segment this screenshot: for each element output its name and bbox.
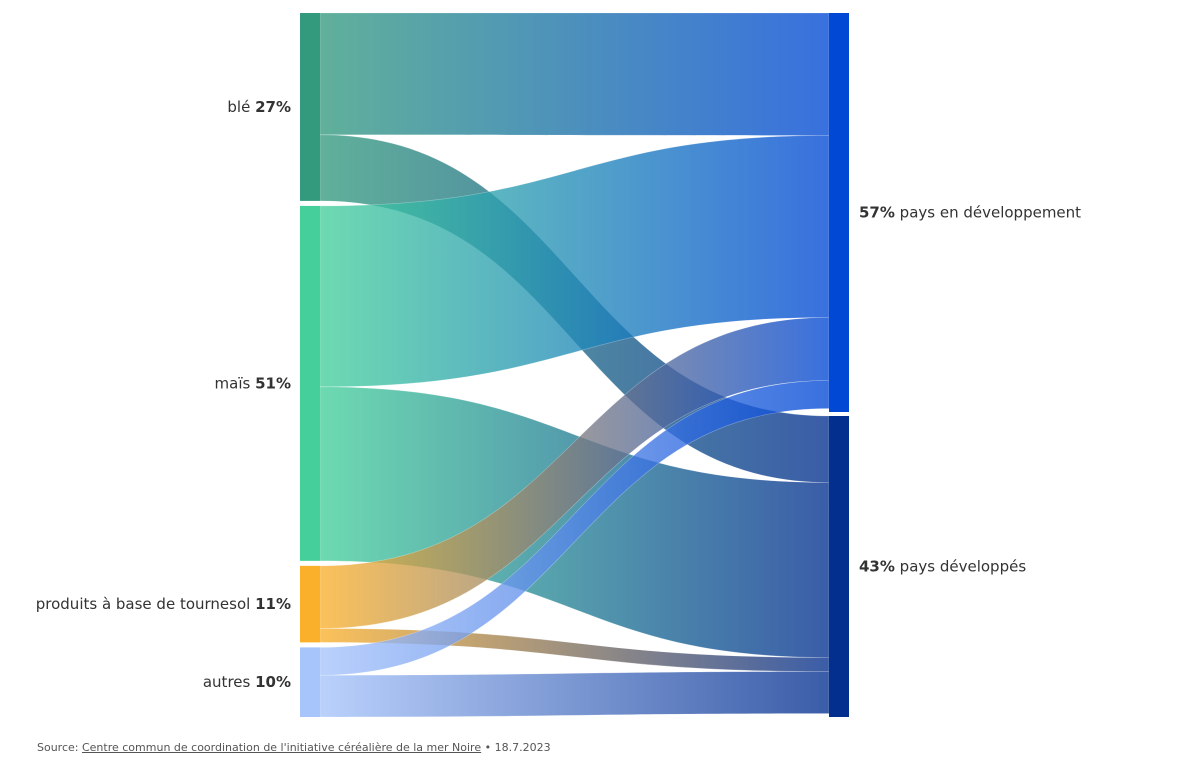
label-pct-autres: 10% — [255, 673, 291, 691]
sankey-labels: blé 27% maïs 51% produits à base de tourne… — [36, 98, 1081, 691]
label-pct-tournesol: 11% — [255, 595, 291, 613]
node-tournesol[interactable] — [300, 565, 320, 643]
node-dev[interactable] — [829, 13, 849, 412]
label-name-mais: maïs — [215, 374, 256, 392]
source-note: Source: Centre commun de coordination de… — [37, 741, 551, 754]
source-link[interactable]: Centre commun de coordination de l'initi… — [81, 741, 482, 754]
label-devd: 43% pays développés — [859, 558, 1026, 576]
label-autres: autres 10% — [203, 673, 291, 691]
label-name-tournesol: produits à base de tournesol — [36, 595, 255, 613]
label-name-autres: autres — [203, 673, 255, 691]
label-name-dev: pays en développement — [895, 204, 1081, 222]
node-devd[interactable] — [829, 416, 849, 717]
label-tournesol: produits à base de tournesol 11% — [36, 595, 291, 613]
label-pct-mais: 51% — [255, 374, 291, 392]
sankey-links — [319, 12, 830, 718]
flow-ble-to-dev[interactable] — [319, 12, 830, 136]
label-mais: maïs 51% — [215, 374, 291, 392]
node-mais[interactable] — [300, 205, 320, 561]
node-ble[interactable] — [300, 13, 320, 201]
label-pct-ble: 27% — [255, 98, 291, 116]
source-prefix: Source: — [37, 741, 82, 754]
sankey-nodes — [300, 13, 849, 717]
source-date: • 18.7.2023 — [481, 741, 551, 754]
label-ble: blé 27% — [227, 98, 291, 116]
label-name-devd: pays développés — [895, 558, 1026, 576]
label-name-ble: blé — [227, 98, 255, 116]
label-pct-dev: 57% — [859, 204, 895, 222]
label-pct-devd: 43% — [859, 558, 895, 576]
node-autres[interactable] — [300, 647, 320, 717]
label-dev: 57% pays en développement — [859, 204, 1081, 222]
flow-autres-to-devd[interactable] — [319, 671, 830, 718]
